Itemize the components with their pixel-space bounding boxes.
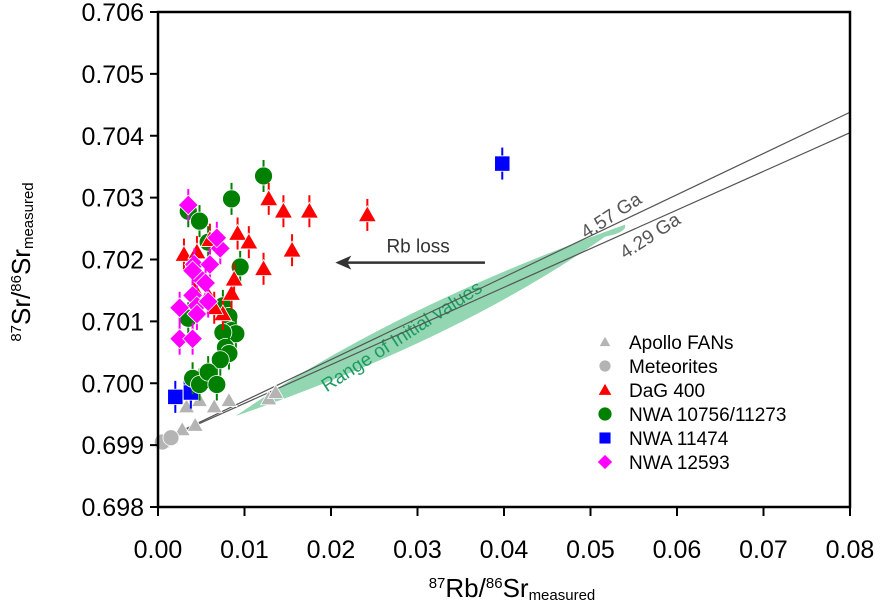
legend-label: Apollo FANs: [629, 333, 734, 354]
data-point: [299, 201, 320, 219]
data-point: [230, 257, 250, 277]
y-tick-label: 0.699: [81, 432, 144, 460]
y-axis-title: 87Sr/86Srmeasured: [6, 182, 37, 341]
legend-label: NWA 11474: [629, 429, 729, 450]
legend-label: DaG 400: [629, 381, 705, 402]
data-point: [220, 391, 238, 407]
legend-marker-icon: [597, 406, 613, 422]
data-point: [273, 201, 294, 219]
data-point: [177, 194, 199, 216]
x-tick-label: 0.07: [739, 536, 788, 564]
legend-item: NWA 10756/11273: [597, 405, 786, 426]
data-point: [266, 383, 285, 399]
data-point: [254, 166, 273, 186]
data-point: [259, 189, 279, 207]
data-point: [221, 283, 242, 301]
data-point: [169, 297, 191, 319]
x-tick-label: 0.01: [220, 536, 269, 564]
label-subscript: measured: [20, 182, 37, 249]
isochron-line: [157, 111, 851, 443]
data-point: [227, 223, 248, 241]
legend-marker-icon: [598, 335, 612, 347]
x-tick-label: 0.02: [307, 536, 356, 564]
data-point: [357, 205, 378, 223]
y-tick-label: 0.701: [81, 308, 144, 336]
data-point: [186, 416, 204, 432]
legend-marker-icon: [597, 382, 613, 396]
label-text: Sr/: [6, 291, 36, 325]
x-tick-label: 0.04: [480, 536, 529, 564]
data-point: [162, 429, 180, 447]
x-tick-label: 0.08: [826, 536, 875, 564]
y-tick-label: 0.706: [81, 0, 144, 27]
axes-frame: [156, 10, 852, 509]
arrow-label: Rb loss: [386, 237, 449, 258]
legend-marker-icon: [598, 359, 612, 373]
legend-label: Meteorites: [629, 357, 718, 378]
x-axis-label: 87Rb/86Srmeasured: [429, 573, 596, 604]
region-label: Range of Initial values: [318, 277, 486, 396]
data-point: [494, 155, 511, 172]
legend-item: NWA 12593: [596, 453, 730, 474]
arrow-head-icon: [335, 255, 352, 270]
data-point: [186, 303, 208, 325]
x-tick-label: 0.05: [566, 536, 615, 564]
axes: 0.698 0.699 0.700 0.701 0.702 0.703 0.704 0.705…: [81, 0, 874, 564]
y-tick-label: 0.698: [81, 494, 144, 522]
label-superscript: 86: [486, 575, 503, 592]
data-point: [206, 227, 228, 249]
legend-marker-icon: [598, 431, 612, 445]
y-tick-label: 0.704: [81, 123, 144, 151]
data-point: [167, 388, 184, 405]
data-point: [173, 420, 191, 437]
data-point: [282, 240, 302, 258]
y-axis-label: 87Sr/86Srmeasured: [6, 182, 37, 341]
y-tick-label: 0.705: [81, 61, 144, 89]
y-tick-label: 0.700: [81, 370, 144, 398]
label-text: Sr: [503, 573, 529, 603]
x-tick-label: 0.00: [134, 536, 183, 564]
data-point: [182, 328, 204, 350]
label-subscript: measured: [529, 587, 596, 604]
data-point: [197, 291, 219, 313]
data-point: [239, 232, 259, 250]
label-superscript: 86: [8, 275, 25, 292]
legend-label: NWA 12593: [629, 453, 730, 474]
data-point: [195, 272, 217, 294]
data-point: [205, 397, 223, 414]
data-point: [207, 375, 227, 394]
data-point: [253, 258, 274, 276]
label-text: Sr: [6, 249, 36, 275]
legend-item: NWA 11474: [598, 429, 729, 450]
y-tick-label: 0.702: [81, 247, 144, 275]
data-point: [190, 211, 209, 231]
legend-marker-icon: [596, 453, 614, 471]
y-tick-label: 0.703: [81, 185, 144, 213]
label-superscript: 87: [8, 325, 25, 342]
legend-label: NWA 10756/11273: [629, 405, 786, 426]
legend-item: Apollo FANs: [598, 333, 734, 354]
x-tick-label: 0.06: [653, 536, 702, 564]
label-text: Rb/: [445, 573, 486, 603]
data-point: [222, 189, 241, 209]
data-point: [224, 269, 244, 287]
annotations: Rb loss: [335, 237, 485, 270]
x-axis-title: 87Rb/86Srmeasured: [429, 573, 596, 604]
legend-item: DaG 400: [597, 381, 705, 402]
legend: Apollo FANs Meteorites DaG 400 NWA 10756/11…: [596, 333, 786, 474]
legend-item: Meteorites: [598, 357, 718, 378]
x-tick-label: 0.03: [393, 536, 442, 564]
label-superscript: 87: [429, 575, 446, 592]
data-point: [210, 350, 230, 370]
